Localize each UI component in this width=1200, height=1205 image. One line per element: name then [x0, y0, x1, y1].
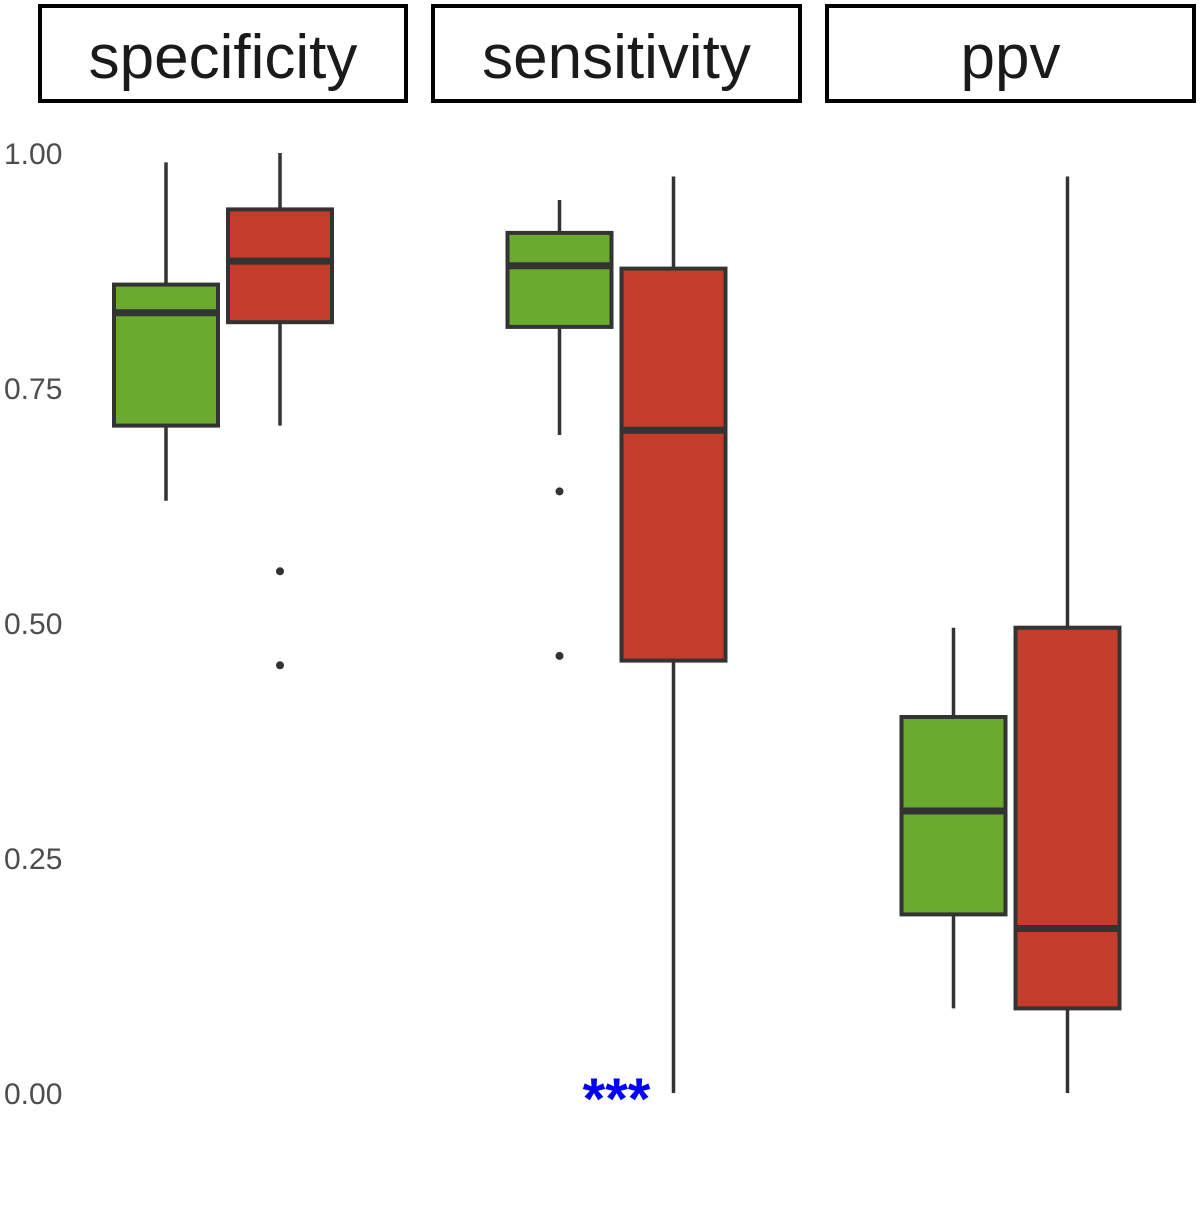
- outlier-point-specificity-red: [276, 661, 284, 670]
- box-sensitivity-green: [505, 230, 614, 329]
- box-ppv-green: [899, 715, 1008, 917]
- y-tick-label: 0.50: [4, 608, 62, 641]
- box-ppv-red: [1013, 625, 1122, 1011]
- strip-box-ppv: [825, 4, 1196, 103]
- strip-box-specificity: [38, 4, 408, 103]
- strip-box-sensitivity: [431, 4, 802, 103]
- box-specificity-red: [226, 207, 334, 325]
- outlier-point-specificity-red: [276, 567, 284, 576]
- box-sensitivity-red: [619, 266, 728, 663]
- outlier-point-sensitivity-green: [555, 651, 564, 660]
- outlier-point-sensitivity-green: [555, 487, 564, 496]
- y-tick-label: 1.00: [4, 138, 62, 171]
- strip-label-ppv: ppv: [961, 23, 1061, 92]
- y-tick-label: 0.75: [4, 373, 62, 406]
- box-specificity-green: [112, 282, 220, 428]
- significance-annotation: ***: [583, 1067, 651, 1132]
- y-tick-label: 0.00: [4, 1078, 62, 1111]
- strip-label-sensitivity: sensitivity: [482, 23, 751, 92]
- y-tick-label: 0.25: [4, 843, 62, 876]
- strip-label-specificity: specificity: [89, 23, 358, 92]
